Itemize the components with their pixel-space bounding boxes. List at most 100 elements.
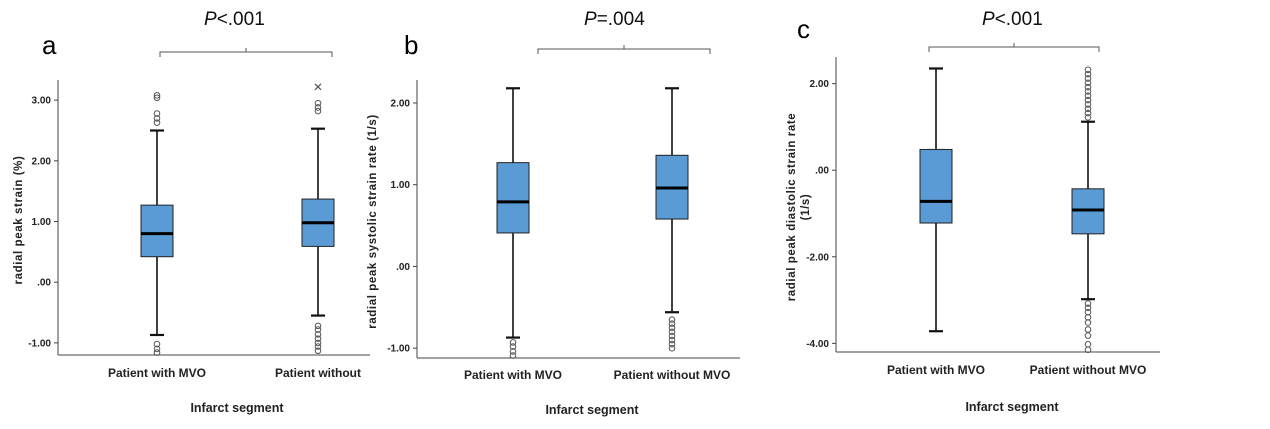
box-iqr: [919, 148, 953, 224]
x-category-label: Patient without: [275, 366, 361, 380]
outlier-point: [153, 119, 161, 126]
significance-bracket: [928, 43, 1100, 52]
outlier-point: [1084, 83, 1092, 91]
outlier-point: [153, 110, 161, 117]
p-value-label: P<.001: [982, 9, 1043, 31]
p-value-text: =.004: [596, 9, 645, 30]
outlier-point: [509, 348, 517, 355]
chart-panel-a: a P<.001 3.00 2.00 1.00 .00 -1.00 radial peak…: [0, 0, 380, 429]
y-tick-label: 3.00: [32, 96, 52, 107]
outlier-point: [314, 99, 322, 107]
outlier-point: [314, 326, 322, 333]
y-tick-label: 1.00: [391, 180, 411, 191]
outlier-point: [1084, 105, 1092, 113]
outlier-point: [153, 94, 161, 102]
outlier-point: [668, 332, 676, 340]
p-value-label: P=.004: [584, 9, 645, 31]
outlier-point: [1084, 300, 1092, 307]
y-axis-title: radial peak systolic strain rate (1/s): [367, 114, 379, 329]
outlier-point: [314, 322, 322, 330]
outlier-point: [1084, 79, 1092, 87]
outlier-point: [153, 340, 161, 348]
box-iqr: [140, 204, 174, 258]
outlier-point: [1084, 304, 1092, 312]
outlier-point: [1084, 332, 1092, 339]
chart-panel-b: b P=.004 2.00 1.00 .00 -1.00 radial peak sys…: [360, 0, 760, 429]
outlier-point: [509, 352, 517, 359]
outlier-point: [509, 339, 517, 346]
outlier-point: [509, 343, 517, 350]
outlier-point: [1084, 101, 1092, 108]
panel-label: c: [797, 14, 810, 44]
x-axis-title: Infarct segment: [965, 400, 1059, 414]
y-tick-label: 2.00: [810, 79, 830, 90]
y-tick-label: 1.00: [32, 217, 52, 228]
box-iqr: [496, 162, 530, 234]
chart-panel-c: c P<.001 2.00 .00 -2.00 -4.00 radial peak di…: [780, 0, 1180, 429]
outlier-point: [1084, 326, 1092, 333]
outlier-point: [668, 328, 676, 336]
outlier-point: [153, 115, 161, 122]
significance-bracket: [159, 48, 333, 57]
x-category-label: Patient without MVO: [1030, 363, 1147, 377]
outlier-point: [1084, 340, 1092, 348]
outlier-point: [314, 107, 322, 115]
outlier-point: [668, 316, 676, 323]
outlier-point: [1084, 75, 1092, 82]
outlier-point: [668, 340, 676, 348]
p-value-text: <.001: [216, 9, 265, 30]
outlier-point: [314, 339, 322, 347]
y-axis-title: radial peak diastolic strain rate (1/s): [786, 113, 812, 302]
p-value-text: <.001: [994, 9, 1043, 30]
outlier-point: [1084, 66, 1092, 74]
boxplot-chart: 2.00 1.00 .00 -1.00 radial peak systolic str…: [367, 45, 740, 417]
y-axis-title-line: radial peak diastolic strain rate: [786, 113, 798, 302]
outlier-point: [314, 331, 322, 338]
outlier-point: [314, 343, 322, 350]
x-axis-title: Infarct segment: [190, 401, 284, 415]
outlier-point: [668, 320, 676, 327]
outlier-point: [153, 349, 161, 356]
outlier-point: [1084, 88, 1092, 95]
significance-bracket: [537, 45, 711, 54]
extreme-point: [314, 83, 322, 91]
y-tick-label: 2.00: [32, 156, 52, 167]
outlier-point: [314, 104, 322, 111]
x-axis-title: Infarct segment: [545, 403, 639, 417]
outlier-point: [314, 335, 322, 342]
outlier-point: [1084, 114, 1092, 121]
panel-label: a: [42, 30, 57, 60]
panel-label: b: [404, 30, 419, 60]
y-tick-label: 2.00: [391, 98, 411, 109]
x-category-label: Patient with MVO: [887, 363, 985, 377]
y-tick-label: -4.00: [806, 339, 829, 350]
outlier-point: [1084, 319, 1092, 326]
p-value-prefix: P: [584, 9, 597, 30]
y-axis-title-line: radial peak systolic strain rate (1/s): [367, 114, 379, 329]
y-tick-label: .00: [815, 166, 829, 177]
x-category-label: Patient with MVO: [108, 366, 206, 380]
y-axis-title-line: (1/s): [800, 194, 812, 221]
p-value-label: P<.001: [204, 9, 265, 31]
p-value-prefix: P: [204, 9, 217, 30]
outlier-point: [1084, 96, 1092, 104]
outlier-point: [153, 92, 161, 99]
outlier-point: [153, 345, 161, 353]
y-tick-label: -1.00: [387, 344, 410, 355]
outlier-point: [314, 347, 322, 355]
y-tick-label: -2.00: [806, 252, 829, 263]
outlier-point: [668, 336, 676, 344]
x-category-label: Patient with MVO: [464, 368, 562, 382]
outlier-point: [668, 324, 676, 332]
y-tick-label: -1.00: [28, 338, 51, 349]
y-axis-title-line: radial peak strain (%): [13, 156, 25, 285]
y-axis-title: radial peak strain (%): [13, 156, 25, 285]
p-value-prefix: P: [982, 9, 995, 30]
x-category-label: Patient without MVO: [614, 368, 731, 382]
y-tick-label: .00: [396, 262, 410, 273]
outlier-point: [1084, 70, 1092, 78]
outlier-point: [1084, 346, 1092, 354]
outlier-point: [1084, 109, 1092, 117]
outlier-point: [668, 344, 676, 352]
y-tick-label: .00: [37, 278, 51, 289]
